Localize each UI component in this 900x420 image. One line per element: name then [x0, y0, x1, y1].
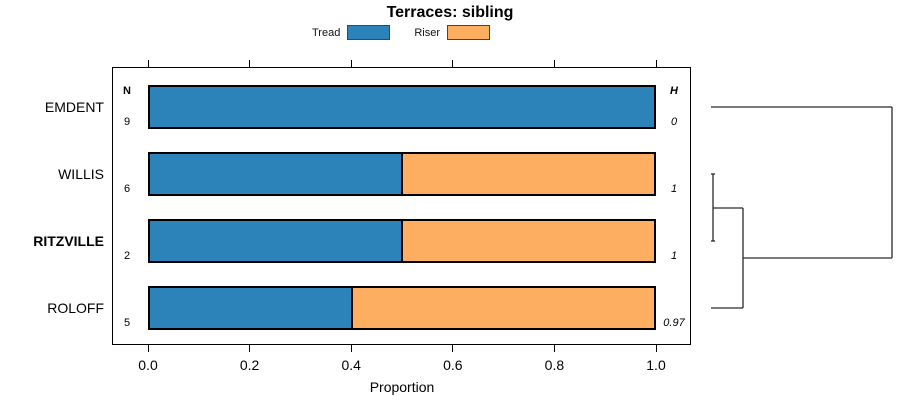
bar-segment-tread — [150, 288, 351, 328]
n-value-roloff: 5 — [123, 317, 131, 329]
x-tick-top — [553, 60, 555, 67]
legend-swatch-riser — [447, 25, 490, 40]
x-tick-label: 0.6 — [443, 357, 463, 373]
legend: Tread Riser — [312, 25, 490, 40]
category-label-ritzville: RITZVILLE — [33, 233, 104, 249]
category-label-emdent: EMDENT — [44, 99, 104, 115]
x-tick-bottom — [147, 345, 149, 352]
x-tick-bottom — [553, 345, 555, 352]
bar-emdent — [148, 85, 656, 129]
legend-label-tread: Tread — [312, 26, 341, 39]
legend-item-riser: Riser — [414, 25, 490, 40]
h-value-willis: 1 — [670, 183, 678, 195]
x-tick-label: 0.4 — [341, 357, 361, 373]
x-tick-bottom — [249, 345, 251, 352]
bar-willis — [148, 152, 656, 196]
x-tick-label: 1.0 — [646, 357, 666, 373]
n-value-ritzville: 2 — [123, 250, 131, 262]
x-tick-bottom — [655, 345, 657, 352]
legend-item-tread: Tread — [312, 25, 391, 40]
bar-ritzville — [148, 219, 656, 263]
bar-roloff — [148, 286, 656, 330]
h-value-ritzville: 1 — [670, 250, 678, 262]
x-tick-top — [147, 60, 149, 67]
bar-segment-tread — [150, 154, 401, 194]
bar-segment-tread — [150, 87, 654, 127]
category-label-willis: WILLIS — [58, 166, 104, 182]
bar-segment-riser — [350, 288, 654, 328]
x-tick-label: 0.2 — [239, 357, 260, 373]
bar-segment-tread — [150, 221, 401, 261]
x-tick-label: 0.0 — [138, 357, 158, 373]
bar-segment-riser — [401, 221, 654, 261]
category-label-roloff: ROLOFF — [47, 300, 104, 316]
x-tick-top — [249, 60, 251, 67]
x-tick-label: 0.8 — [544, 357, 565, 373]
h-column-header: H — [670, 85, 678, 97]
n-value-willis: 6 — [123, 183, 131, 195]
x-tick-top — [452, 60, 454, 67]
x-tick-bottom — [350, 345, 352, 352]
n-value-emdent: 9 — [123, 116, 131, 128]
x-tick-top — [655, 60, 657, 67]
legend-label-riser: Riser — [414, 26, 440, 39]
x-tick-top — [350, 60, 352, 67]
chart-title: Terraces: sibling — [386, 4, 514, 21]
n-column-header: N — [123, 85, 131, 97]
legend-swatch-tread — [347, 25, 391, 40]
h-value-emdent: 0 — [670, 116, 678, 128]
x-axis-label: Proportion — [369, 379, 435, 395]
h-value-roloff: 0.97 — [663, 317, 685, 329]
bar-segment-riser — [401, 154, 654, 194]
x-tick-bottom — [452, 345, 454, 352]
